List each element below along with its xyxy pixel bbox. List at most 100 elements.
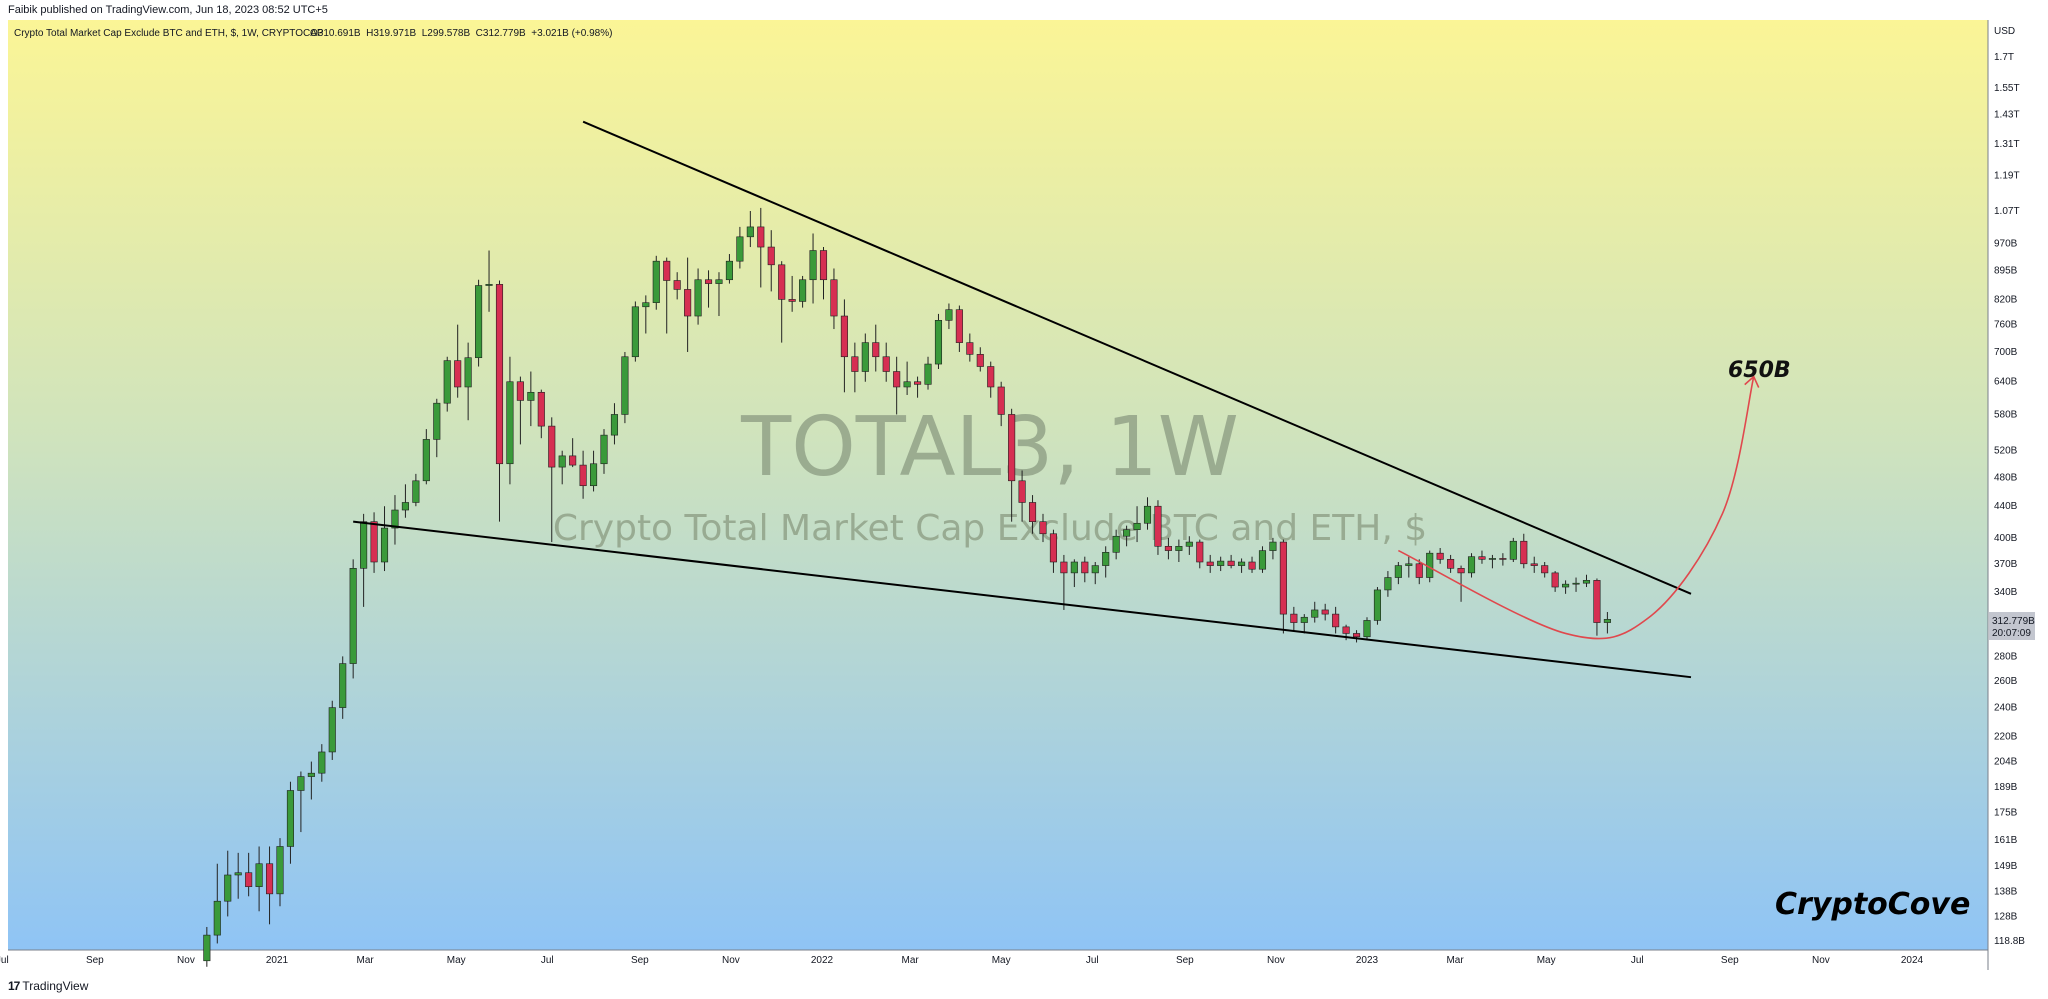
- candle-113: [1384, 571, 1392, 597]
- time-tick-3: 2021: [266, 955, 289, 966]
- candle-61: [840, 299, 848, 393]
- candle-88: [1123, 525, 1131, 547]
- candle-56: [788, 275, 796, 312]
- candle-11: [318, 744, 326, 782]
- price-tick-26: 161B: [1994, 835, 2018, 846]
- legend-ohlc: O310.691B H319.971B L299.578B C312.779B …: [310, 28, 612, 39]
- candle-16: [370, 512, 378, 573]
- candle-34: [558, 450, 566, 485]
- candle-5: [255, 846, 263, 912]
- time-tick-12: Jul: [1086, 955, 1099, 966]
- time-tick-11: May: [992, 955, 1011, 966]
- candle-37: [590, 450, 598, 492]
- price-tick-16: 400B: [1994, 533, 2018, 544]
- candle-21: [422, 429, 430, 485]
- candle-33: [548, 417, 556, 543]
- candle-96: [1206, 554, 1214, 573]
- candle-112: [1373, 587, 1382, 625]
- candle-106: [1311, 601, 1319, 623]
- candle-49: [715, 272, 723, 317]
- candle-116: [1415, 559, 1423, 585]
- candle-102: [1269, 537, 1277, 560]
- candle-31: [527, 371, 535, 427]
- trendline-lower: [353, 520, 1692, 679]
- projection-curve: [1398, 376, 1755, 640]
- time-tick-21: 2024: [1901, 955, 1924, 966]
- tradingview-logo[interactable]: 17 TradingView: [8, 979, 88, 993]
- candle-100: [1248, 556, 1256, 573]
- candle-115: [1405, 556, 1413, 578]
- price-tick-2: 1.43T: [1994, 110, 2020, 121]
- candle-43: [652, 255, 660, 310]
- price-tick-17: 370B: [1994, 559, 2018, 570]
- price-tick-14: 480B: [1994, 472, 2018, 483]
- logo-mark: 17: [8, 979, 20, 993]
- last-price-label: 312.779B: [1992, 616, 2035, 627]
- target-label: 650B: [1728, 358, 1791, 383]
- price-tick-11: 640B: [1994, 377, 2018, 388]
- candle-8: [286, 781, 295, 864]
- candles: [203, 207, 1611, 967]
- candle-70: [934, 313, 943, 370]
- price-tick-28: 138B: [1994, 886, 2018, 897]
- price-tick-5: 1.07T: [1994, 206, 2020, 217]
- candle-68: [914, 376, 922, 398]
- price-axis[interactable]: 1.7T 1.55T 1.43T 1.31T 1.19T 1.07T 970B 895B 820…: [1994, 52, 2025, 947]
- candle-25: [464, 342, 472, 421]
- candle-69: [924, 356, 932, 390]
- candle-46: [684, 257, 692, 352]
- time-tick-4: Mar: [356, 955, 374, 966]
- candle-54: [767, 230, 775, 292]
- price-tick-19: 280B: [1994, 651, 2018, 662]
- candle-42: [642, 295, 650, 334]
- candle-57: [799, 275, 807, 308]
- chart[interactable]: Crypto Total Market Cap Exclude BTC and …: [0, 0, 2048, 970]
- time-tick-9: 2022: [811, 955, 834, 966]
- price-tick-22: 220B: [1994, 731, 2018, 742]
- candle-4: [245, 852, 253, 897]
- legend-symbol: Crypto Total Market Cap Exclude BTC and …: [14, 28, 324, 39]
- price-tick-1: 1.55T: [1994, 83, 2020, 94]
- candle-0: [203, 926, 211, 967]
- publisher-text: Faibik published on TradingView.com, Jun…: [8, 4, 328, 16]
- candle-81: [1049, 529, 1057, 573]
- candle-18: [391, 495, 399, 545]
- candle-80: [1039, 513, 1047, 543]
- candle-83: [1070, 559, 1078, 588]
- candle-134: [1603, 612, 1611, 634]
- candle-125: [1509, 537, 1517, 562]
- time-tick-13: Sep: [1176, 955, 1194, 966]
- watermark-description: Crypto Total Market Cap Exclude BTC and …: [553, 508, 1427, 549]
- candle-58: [809, 233, 817, 304]
- candle-121: [1467, 553, 1476, 578]
- time-tick-18: Jul: [1631, 955, 1644, 966]
- candle-110: [1352, 630, 1361, 643]
- candle-15: [360, 513, 368, 607]
- price-tick-15: 440B: [1994, 501, 2018, 512]
- price-tick-4: 1.19T: [1994, 171, 2020, 182]
- candle-27: [485, 250, 493, 312]
- candle-75: [987, 361, 995, 398]
- candle-39: [610, 403, 619, 445]
- candle-122: [1478, 550, 1486, 564]
- candle-114: [1394, 561, 1402, 585]
- price-tick-24: 189B: [1994, 782, 2018, 793]
- candle-84: [1081, 556, 1089, 583]
- usd-label: USD: [1994, 26, 2015, 37]
- candle-30: [516, 376, 524, 445]
- candle-1: [213, 863, 221, 944]
- candle-103: [1279, 539, 1287, 634]
- candle-118: [1436, 548, 1444, 564]
- candle-128: [1541, 561, 1549, 578]
- candle-14: [349, 559, 357, 679]
- time-tick-10: Mar: [901, 955, 919, 966]
- candle-85: [1091, 561, 1099, 585]
- candle-78: [1018, 470, 1026, 522]
- candle-94: [1185, 536, 1193, 555]
- candle-28: [495, 280, 504, 522]
- time-axis[interactable]: Jul Sep Nov 2021 Mar May Jul Sep Nov 2022 Mar May Ju…: [0, 955, 1924, 966]
- brand-label: CryptoCove: [1775, 887, 1970, 922]
- candle-12: [328, 700, 336, 760]
- time-tick-15: 2023: [1356, 955, 1379, 966]
- time-tick-1: Sep: [86, 955, 104, 966]
